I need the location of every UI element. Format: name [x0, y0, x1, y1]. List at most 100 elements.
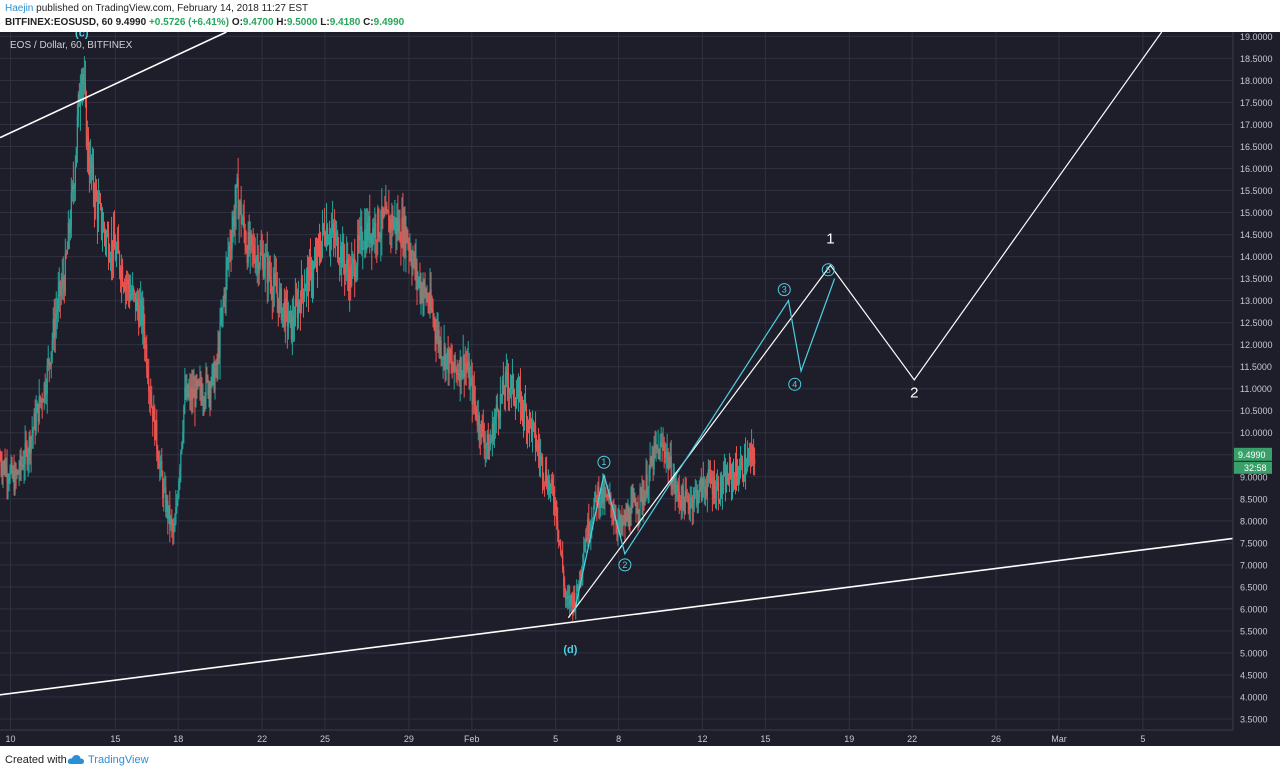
- candle-body: [193, 388, 195, 399]
- candle-body: [45, 394, 47, 396]
- candle-body: [155, 420, 157, 441]
- candle-body: [107, 233, 110, 259]
- candle-body: [751, 446, 754, 449]
- candle-body: [260, 252, 262, 254]
- candle-body: [675, 490, 677, 495]
- candle-body: [719, 476, 722, 503]
- candle-body: [262, 254, 264, 277]
- candle-body: [656, 445, 658, 450]
- time-tick-label: 5: [553, 734, 558, 744]
- last-price-tag: 9.4990 32:58: [1234, 447, 1272, 474]
- candle-body: [416, 262, 418, 282]
- candle-body: [526, 421, 529, 430]
- candle-body: [13, 471, 15, 492]
- candle-body: [437, 329, 439, 334]
- candle-body: [579, 571, 581, 588]
- candle-body: [403, 216, 405, 249]
- candle-body: [742, 477, 745, 480]
- last-price-tag-bg: [1234, 447, 1272, 461]
- trendline: [0, 32, 227, 139]
- candle-body: [267, 260, 269, 283]
- close-value: 9.4990: [373, 17, 405, 28]
- candle-body: [2, 466, 4, 474]
- candle-body: [191, 387, 193, 400]
- candle-body: [731, 473, 734, 485]
- candle-body: [226, 260, 228, 270]
- candle-body: [606, 493, 608, 499]
- candle-body: [391, 213, 393, 231]
- tradingview-link[interactable]: TradingView: [88, 754, 149, 766]
- candle-body: [46, 365, 48, 395]
- candle-body: [587, 518, 589, 541]
- candle-body: [4, 460, 6, 474]
- candle-body: [353, 257, 355, 260]
- candle-body: [524, 401, 527, 410]
- candle-body: [516, 396, 519, 400]
- author-link[interactable]: Haejin: [5, 3, 34, 14]
- candle-body: [30, 437, 32, 454]
- candle-body: [602, 485, 604, 503]
- candle-body: [219, 321, 221, 359]
- candle-body: [710, 481, 712, 484]
- candle-body: [38, 396, 40, 422]
- candle-body: [483, 437, 485, 449]
- candle-body: [48, 359, 50, 364]
- candle-body: [81, 74, 83, 85]
- candle-body: [492, 423, 494, 442]
- candle-body: [542, 478, 545, 482]
- candle-body: [323, 228, 326, 240]
- candle-body: [151, 402, 153, 407]
- candle-body: [192, 387, 194, 399]
- candle-body: [221, 307, 223, 321]
- candle-body: [152, 406, 154, 422]
- candle-body: [186, 384, 188, 398]
- candle-body: [730, 468, 733, 485]
- candle-body: [184, 387, 186, 407]
- candle-body: [58, 281, 60, 293]
- candle-body: [123, 286, 126, 290]
- candle-body: [114, 249, 117, 260]
- candle-body: [321, 224, 324, 242]
- candle-body: [371, 233, 373, 246]
- candle-body: [404, 216, 406, 251]
- candle-body: [722, 474, 725, 487]
- candle-body: [491, 423, 493, 439]
- candle-body: [595, 491, 597, 496]
- candle-body: [368, 216, 370, 241]
- candle-body: [690, 497, 692, 503]
- candle-body: [306, 268, 309, 274]
- candle-body: [162, 476, 164, 498]
- candle-body: [752, 448, 755, 459]
- candle-body: [387, 210, 389, 213]
- candle-body: [307, 268, 310, 291]
- candle-body: [284, 298, 286, 327]
- candle-body: [71, 184, 73, 193]
- candle-body: [462, 355, 464, 373]
- candle-body: [428, 305, 430, 307]
- candle-body: [636, 511, 638, 514]
- candle-body: [640, 487, 642, 491]
- candle-body: [662, 444, 664, 447]
- candle-body: [647, 488, 649, 495]
- candle-body: [164, 487, 166, 489]
- candle-body: [721, 486, 724, 493]
- candle-body: [325, 227, 328, 244]
- candle-body: [441, 359, 443, 361]
- candle-body: [438, 329, 440, 348]
- candle-body: [510, 378, 513, 390]
- candle-body: [110, 240, 113, 260]
- candle-body: [667, 451, 669, 469]
- candle-body: [455, 368, 457, 370]
- candle-body: [603, 485, 605, 503]
- price-tick-label: 4.0000: [1240, 692, 1268, 702]
- wave-label-text: 2: [622, 560, 627, 570]
- price-tick-label: 6.5000: [1240, 582, 1268, 592]
- candle-body: [644, 492, 646, 506]
- candle-body: [506, 371, 509, 382]
- time-axis[interactable]: [0, 730, 1280, 746]
- price-axis[interactable]: [1233, 32, 1280, 730]
- candle-body: [408, 243, 410, 252]
- candle-body: [269, 276, 271, 280]
- candle-body: [627, 510, 629, 521]
